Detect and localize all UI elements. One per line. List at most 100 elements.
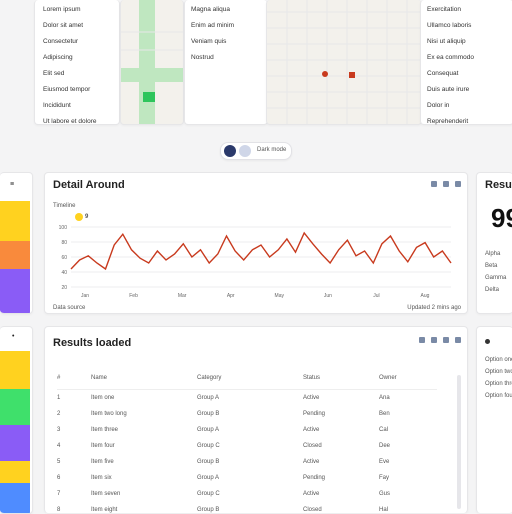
download-icon[interactable]: [443, 337, 449, 343]
results-title: Results loaded: [53, 337, 132, 349]
list-item[interactable]: Adipiscing: [43, 54, 73, 61]
table-cell: Ben: [379, 411, 390, 417]
table-scrollbar[interactable]: [457, 375, 461, 509]
settings-icon[interactable]: [443, 181, 449, 187]
list-item[interactable]: Consectetur: [43, 38, 79, 45]
list-item[interactable]: Exercitation: [427, 6, 461, 13]
table-cell: Active: [303, 491, 320, 497]
list-item[interactable]: Dolor in: [427, 102, 450, 109]
table-cell: Item five: [91, 459, 114, 465]
right-side-panel: Option one Option two Option three Optio…: [476, 326, 512, 513]
expand-icon[interactable]: [455, 181, 461, 187]
stat-items: Alpha Beta Gamma Delta: [485, 251, 506, 299]
color-block: [0, 241, 30, 269]
table-row[interactable]: 1 Item one Group A Active Ana: [57, 390, 437, 406]
table-cell: Item three: [91, 427, 119, 433]
list-item[interactable]: Ullamco laboris: [427, 22, 472, 29]
left-map-panel[interactable]: [120, 0, 184, 125]
table-header: # Name Category Status Owner: [57, 375, 437, 390]
y-tick-label: 60: [61, 255, 67, 261]
chart-subtitle: Timeline: [53, 203, 76, 209]
column-header[interactable]: Status: [303, 375, 321, 381]
table-cell: Pending: [303, 475, 326, 481]
table-cell: Closed: [303, 507, 322, 513]
table-row[interactable]: 2 Item two long Group B Pending Ben: [57, 406, 437, 422]
table-cell: Active: [303, 395, 320, 401]
top-mid-list: Magna aliqua Enim ad minim Veniam quis N…: [185, 0, 267, 76]
column-header[interactable]: Category: [197, 375, 222, 381]
y-tick-label: 40: [61, 270, 67, 276]
table-cell: 4: [57, 443, 61, 449]
stat-item: Beta: [485, 263, 498, 269]
list-item[interactable]: Nostrud: [191, 54, 214, 61]
list-item[interactable]: Elit sed: [43, 70, 65, 77]
filter-icon[interactable]: [431, 337, 437, 343]
list-item[interactable]: Enim ad minim: [191, 22, 234, 29]
left-mid-panel: ≡: [0, 172, 33, 314]
table-cell: Item one: [91, 395, 115, 401]
column-header[interactable]: #: [57, 375, 61, 381]
more-icon[interactable]: •: [12, 333, 15, 340]
list-item[interactable]: Reprehenderit: [427, 118, 469, 125]
table-cell: Cal: [379, 427, 389, 433]
top-mid-panel: Magna aliqua Enim ad minim Veniam quis N…: [184, 0, 268, 125]
map-mini: [121, 0, 183, 124]
stat-item: Alpha: [485, 251, 501, 257]
stat-item: Delta: [485, 287, 500, 293]
theme-switcher[interactable]: Dark mode: [220, 142, 292, 160]
map-pin-icon: [322, 71, 328, 77]
list-item[interactable]: Consequat: [427, 70, 459, 77]
list-item[interactable]: Option two: [485, 369, 512, 375]
table-cell: Group A: [197, 427, 220, 433]
list-item[interactable]: Ex ea commodo: [427, 54, 474, 61]
list-item[interactable]: Incididunt: [43, 102, 71, 109]
list-item[interactable]: Option four: [485, 393, 512, 399]
x-tick-label: Jan: [81, 293, 89, 299]
table-row[interactable]: 3 Item three Group A Active Cal: [57, 422, 437, 438]
list-item[interactable]: Option three: [485, 381, 512, 387]
table-row[interactable]: 5 Item five Group B Active Eve: [57, 454, 437, 470]
list-item[interactable]: Ut labore et dolore: [43, 118, 97, 125]
list-item[interactable]: Magna aliqua: [191, 6, 231, 13]
list-item[interactable]: Lorem ipsum: [43, 6, 81, 13]
map-panel[interactable]: [266, 0, 422, 125]
table-cell: Eve: [379, 459, 390, 465]
table-cell: 7: [57, 491, 61, 497]
user-avatar-icon: [224, 145, 236, 157]
table-cell: Item eight: [91, 507, 118, 513]
settings-icon[interactable]: [455, 337, 461, 343]
table-cell: 5: [57, 459, 61, 465]
x-tick-label: Mar: [178, 293, 187, 299]
menu-icon[interactable]: ≡: [10, 181, 15, 188]
list-item[interactable]: Nisi ut aliquip: [427, 38, 466, 45]
table-cell: 8: [57, 507, 61, 513]
stat-value: 99: [491, 203, 512, 233]
map-streets: [267, 0, 421, 124]
stat-item: Gamma: [485, 275, 507, 281]
table-row[interactable]: 6 Item six Group A Pending Fay: [57, 470, 437, 486]
panel-actions: [431, 181, 461, 187]
table-body: 1 Item one Group A Active Ana 2 Item two long G…: [57, 390, 437, 513]
list-item[interactable]: Eiusmod tempor: [43, 86, 91, 93]
filter-icon[interactable]: [431, 181, 437, 187]
data-line: [70, 231, 452, 271]
search-icon[interactable]: [419, 337, 425, 343]
table-cell: Item two long: [91, 411, 127, 417]
chart-tag: [75, 213, 83, 221]
column-header[interactable]: Name: [91, 375, 108, 381]
color-block: [0, 201, 30, 241]
list-item[interactable]: Option one: [485, 357, 512, 363]
list-item[interactable]: Dolor sit amet: [43, 22, 84, 29]
table-cell: Active: [303, 459, 320, 465]
table-cell: Gus: [379, 491, 391, 497]
table-row[interactable]: 4 Item four Group C Closed Dee: [57, 438, 437, 454]
color-block: [0, 269, 30, 313]
list-item[interactable]: Veniam quis: [191, 38, 227, 45]
table-row[interactable]: 8 Item eight Group B Closed Hal: [57, 502, 437, 513]
side-status-dot: [485, 339, 490, 344]
list-item[interactable]: Duis aute irure: [427, 86, 470, 93]
column-header[interactable]: Owner: [379, 375, 397, 381]
x-tick-label: Feb: [129, 293, 138, 299]
table-row[interactable]: 7 Item seven Group C Active Gus: [57, 486, 437, 502]
table-cell: Group B: [197, 459, 220, 465]
